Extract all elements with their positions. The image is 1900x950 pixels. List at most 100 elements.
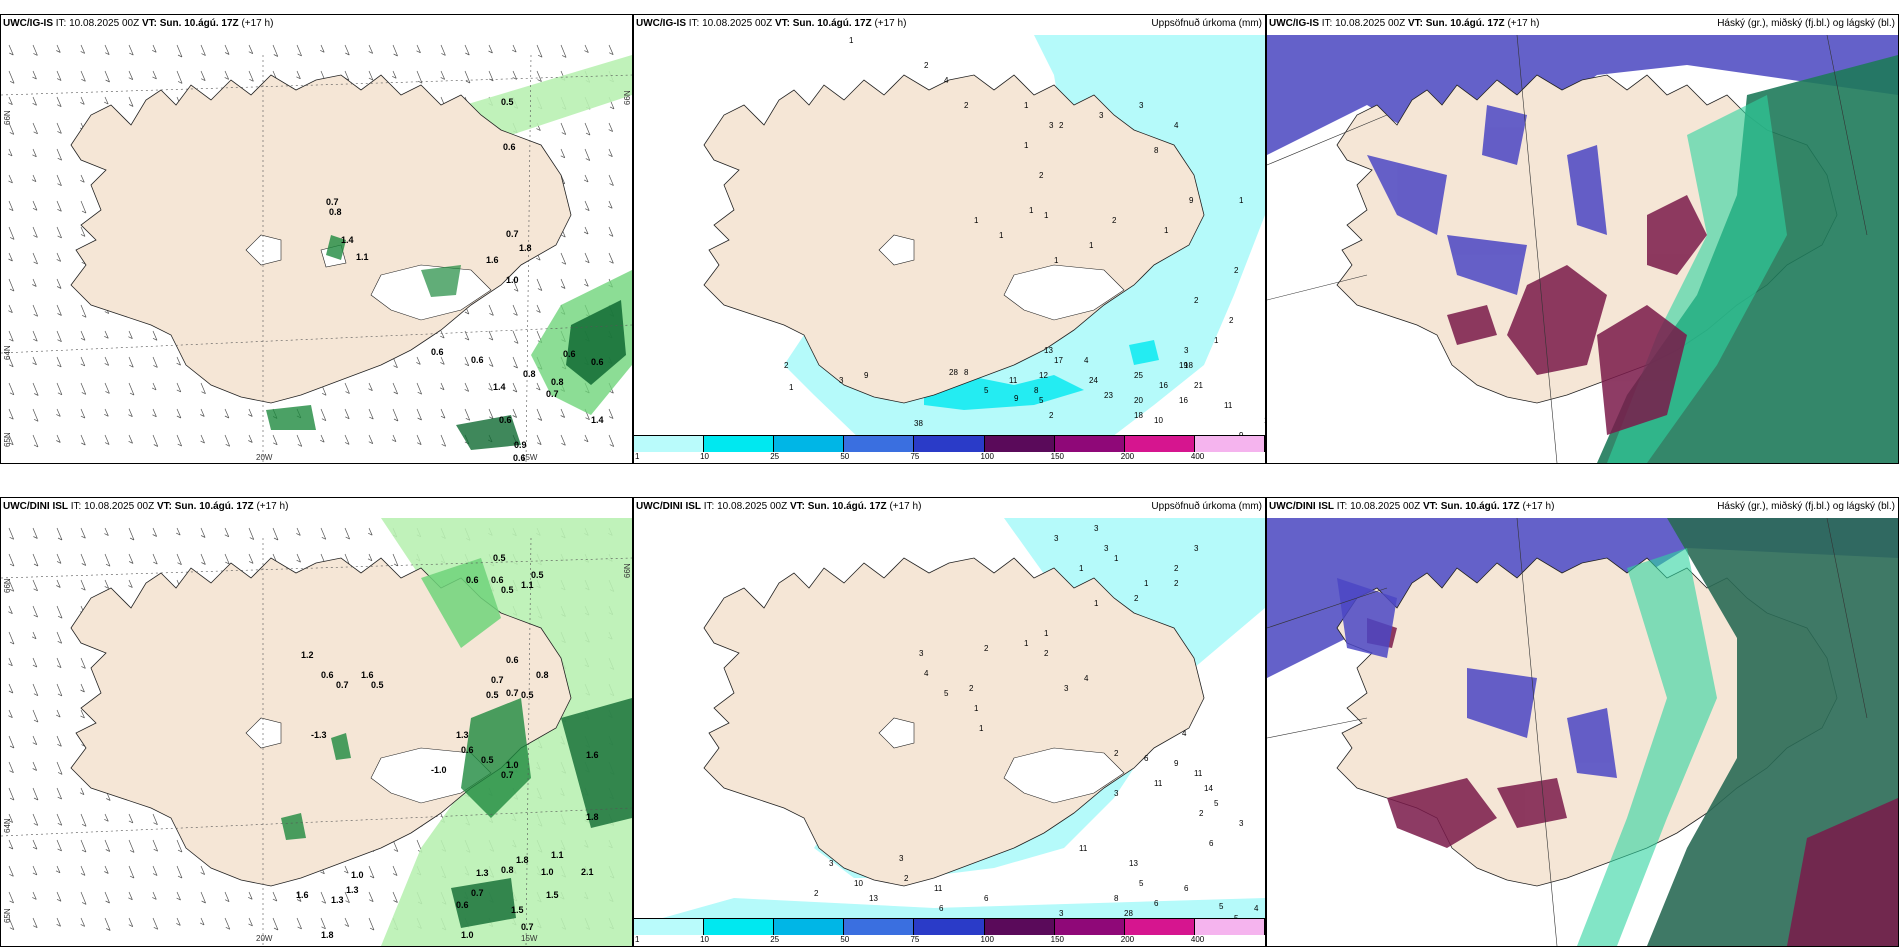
wind-barb [80,226,86,237]
wind-barb [8,122,15,135]
wind-barb [320,44,325,53]
colorbar-segment [1194,919,1265,935]
colorbar-tick: 50 [840,452,850,461]
glacier [245,234,282,266]
glacier [878,234,915,266]
precip-value-label: 1 [789,383,794,392]
wind-barb [128,44,134,56]
wind-barb [536,408,543,421]
vv-value-label: 0.6 [456,900,469,910]
lat-label-right: 66N [623,90,632,105]
glacier [1003,747,1125,804]
wind-barb [32,579,38,592]
wind-barb [248,891,253,900]
vv-value-label: 1.6 [486,255,499,265]
wind-barb [32,813,39,826]
vv-value-label: 0.6 [513,453,526,463]
precip-value-label: 23 [1104,391,1113,400]
wind-barb [440,434,447,447]
wind-barb [224,44,230,55]
colorbar-tick: 75 [910,935,920,944]
wind-barb [368,865,375,879]
wind-barb [79,787,85,796]
precip-value-label: 1 [1144,579,1149,588]
graticule [1,537,632,946]
vv-value-label: 0.7 [501,770,514,780]
precip-value-label: 3 [1094,524,1099,533]
precip-value-label: 16 [1159,381,1168,390]
wind-barb [608,44,614,56]
wind-barb [344,891,350,904]
wind-barb [296,891,302,902]
wind-barb [439,382,445,391]
vv-value-label: 1.8 [516,855,529,865]
wind-barb [80,382,87,395]
wind-barb [344,434,350,445]
wind-barb [80,917,86,927]
wind-barb [56,683,63,697]
wind-barb [416,408,422,421]
wind-barb [128,434,133,444]
wind-barb [8,709,13,719]
wind-barb [248,917,253,927]
wind-barb [583,434,589,443]
wind-barb [560,44,567,58]
precip-value-label: 8 [1034,386,1039,395]
precip-value-label: 2 [924,61,929,70]
wind-barb [272,917,279,931]
wind-barb [32,122,38,135]
wind-barb [392,408,399,422]
vv-value-label: 0.6 [466,575,479,585]
wind-barb [56,917,61,927]
wind-barb [152,917,159,930]
wind-barb [32,657,38,668]
wind-barb [8,174,13,184]
glacier [245,717,282,749]
precip-value-label: 9 [1189,196,1194,205]
precip-value-label: 4 [1084,356,1089,365]
cloud-map [1267,518,1898,946]
wind-barb [584,122,591,136]
wind-barb [104,70,110,83]
wind-barb [56,709,61,718]
wind-barb [224,553,230,565]
wind-barb [440,44,446,56]
wind-barb [104,917,111,931]
wind-barb [80,434,86,446]
wind-barb [8,70,15,84]
wind-barb [56,839,62,852]
colorbar-tick: 200 [1120,935,1135,944]
cloud-panel-row2: UWC/DINI ISL IT: 10.08.2025 00Z VT: Sun.… [1266,497,1899,947]
wind-barb [536,278,543,291]
colorbar-tick: 50 [840,935,850,944]
wind-barb [344,527,351,540]
precip-value-label: 3 [839,376,844,385]
wind-barb [176,70,183,84]
wind-barb [80,553,87,566]
wind-barb [224,891,230,903]
wind-barb [104,434,110,445]
wind-barb [368,434,374,445]
wind-barb [104,527,109,536]
vv-value-label: 0.8 [329,207,342,217]
wind-barb [32,527,38,539]
wind-barb [8,44,14,56]
wind-barb [320,408,327,422]
colorbar-segment [704,436,775,452]
colorbar-segment [984,919,1055,935]
vv-value-label: 1.6 [296,890,309,900]
precip-value-label: 3 [1114,789,1119,798]
lat-label: 66N [3,578,12,593]
wind-barb [200,44,206,56]
vv-value-label: 0.6 [563,349,576,359]
wind-barb [32,148,37,158]
precip-value-label: 24 [1089,376,1098,385]
colorbar-tick: 1 [635,452,640,461]
vv-value-label: 0.7 [506,688,519,698]
wind-barb [8,527,15,540]
wind-barb [32,605,39,618]
wind-barb [368,527,373,536]
wind-barb [368,382,373,392]
wind-barb [104,553,111,567]
vv-value-label: 1.0 [351,870,364,880]
